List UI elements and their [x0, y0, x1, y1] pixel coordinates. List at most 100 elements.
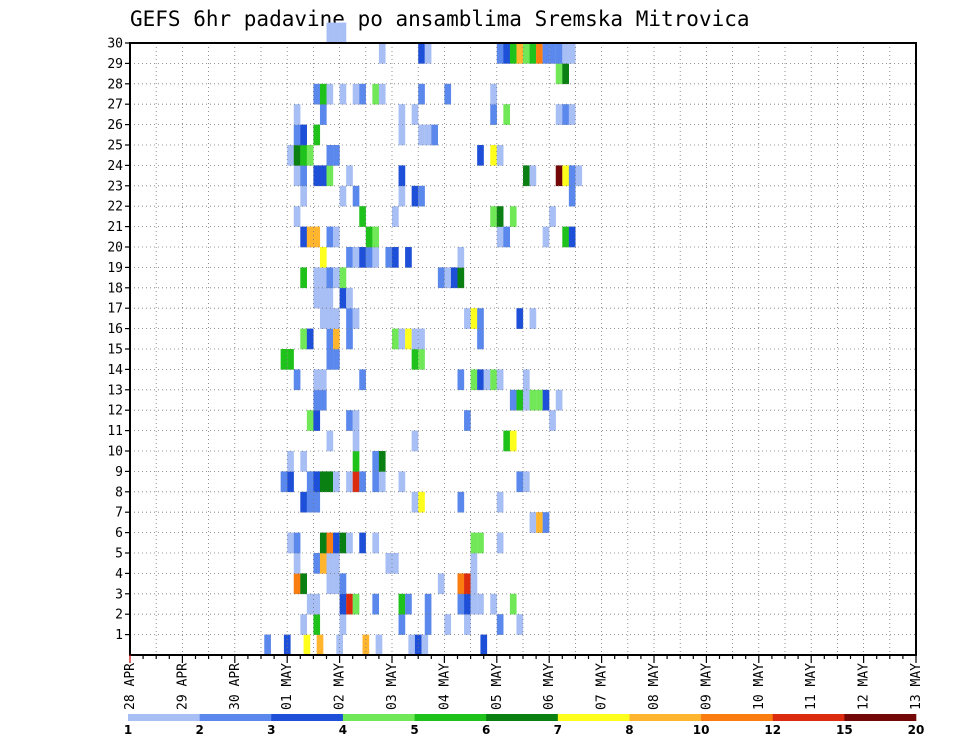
precip-cell — [375, 634, 383, 656]
precip-cell — [444, 83, 452, 105]
y-tick-label: 18 — [107, 281, 123, 296]
precip-cell — [444, 267, 452, 289]
precip-cell — [490, 104, 497, 125]
precip-cell — [352, 185, 360, 207]
precip-cell — [313, 410, 321, 431]
precip-cell — [359, 369, 366, 391]
y-tick-label: 22 — [107, 200, 123, 215]
precip-cell — [523, 389, 530, 411]
precip-cell — [352, 83, 360, 105]
precip-cell — [333, 471, 340, 493]
precip-cell — [319, 104, 327, 125]
colorbar-label: 10 — [693, 723, 710, 737]
precip-cell — [405, 593, 412, 615]
precip-cell — [562, 104, 569, 125]
colorbar-segment — [772, 714, 845, 721]
precip-cell — [352, 451, 360, 472]
precip-cell — [333, 553, 340, 574]
y-tick-label: 10 — [107, 445, 123, 460]
precip-cell — [418, 43, 425, 64]
precip-cell — [339, 83, 347, 105]
colorbar-label: 7 — [554, 723, 562, 737]
precip-cell — [352, 410, 360, 431]
precip-cell — [313, 267, 321, 289]
precip-cell — [326, 308, 334, 329]
precip-cell — [470, 573, 478, 595]
precip-cell — [319, 308, 327, 329]
precip-cell — [313, 369, 321, 391]
precip-cell — [264, 634, 271, 656]
precip-cell — [385, 553, 393, 574]
precip-cell — [280, 349, 288, 370]
colorbar-segment — [199, 714, 272, 721]
precip-cell — [568, 226, 576, 248]
precip-cell — [336, 634, 343, 656]
colorbar-label: 12 — [764, 723, 781, 737]
precip-cell — [300, 328, 307, 350]
y-tick-label: 6 — [115, 526, 123, 541]
precip-cell — [496, 369, 504, 391]
precip-cell — [464, 410, 471, 431]
precip-cell — [326, 471, 334, 493]
precip-cell — [372, 247, 380, 268]
precip-cell — [372, 83, 380, 105]
precip-cell — [496, 491, 504, 513]
precip-cell — [339, 593, 347, 615]
precip-cell — [339, 532, 347, 554]
precip-cell — [293, 573, 301, 595]
y-tick-label: 14 — [107, 363, 123, 378]
precip-cell — [490, 369, 497, 391]
colorbar-label: 1 — [124, 723, 132, 737]
colorbar-label: 20 — [908, 723, 925, 737]
precip-cell — [362, 634, 370, 656]
precip-cell — [392, 553, 399, 574]
x-tick-label: 30 APR — [228, 663, 243, 710]
y-tick-label: 17 — [107, 302, 123, 317]
precip-cell — [378, 43, 386, 64]
precip-cell — [529, 308, 537, 329]
y-tick-label: 9 — [115, 465, 123, 480]
x-tick-label: 01 MAY — [280, 663, 295, 710]
y-tick-label: 4 — [115, 567, 123, 582]
y-tick-label: 13 — [107, 383, 123, 398]
y-tick-label: 19 — [107, 261, 123, 276]
precip-cell — [411, 104, 419, 125]
precip-cell — [313, 226, 321, 248]
precip-cell — [421, 634, 429, 656]
precip-cell — [477, 593, 484, 615]
precip-cell — [424, 593, 432, 615]
precip-cell — [470, 532, 478, 554]
precip-cell — [457, 247, 465, 268]
precip-cell — [378, 451, 386, 472]
precip-cell — [562, 226, 569, 248]
precip-cell — [503, 104, 511, 125]
precip-cell — [372, 451, 380, 472]
y-tick-label: 21 — [107, 220, 123, 235]
precip-cell — [424, 124, 432, 146]
precip-cell — [287, 451, 294, 472]
precip-cell — [496, 614, 504, 635]
precip-cell — [509, 206, 517, 227]
precip-cell — [313, 614, 321, 635]
precip-cell — [516, 43, 524, 64]
precip-cell — [437, 573, 445, 595]
precip-cell — [359, 83, 366, 105]
precip-cell — [536, 512, 543, 533]
colorbar-segment — [486, 714, 559, 721]
precip-cell — [346, 328, 353, 350]
precip-cell — [339, 22, 347, 44]
y-tick-label: 8 — [115, 485, 123, 500]
precip-cell — [555, 165, 563, 187]
precip-cell — [477, 369, 484, 391]
precip-cell — [293, 532, 301, 554]
precip-cell — [568, 165, 576, 187]
precip-cell — [319, 532, 327, 554]
precip-cell — [306, 593, 314, 615]
precip-cell — [418, 491, 425, 513]
precip-cell — [313, 165, 321, 187]
precip-cell — [359, 471, 366, 493]
precip-cell — [405, 247, 412, 268]
precip-cell — [306, 328, 314, 350]
precip-cell — [555, 63, 563, 85]
colorbar-label: 2 — [195, 723, 203, 737]
